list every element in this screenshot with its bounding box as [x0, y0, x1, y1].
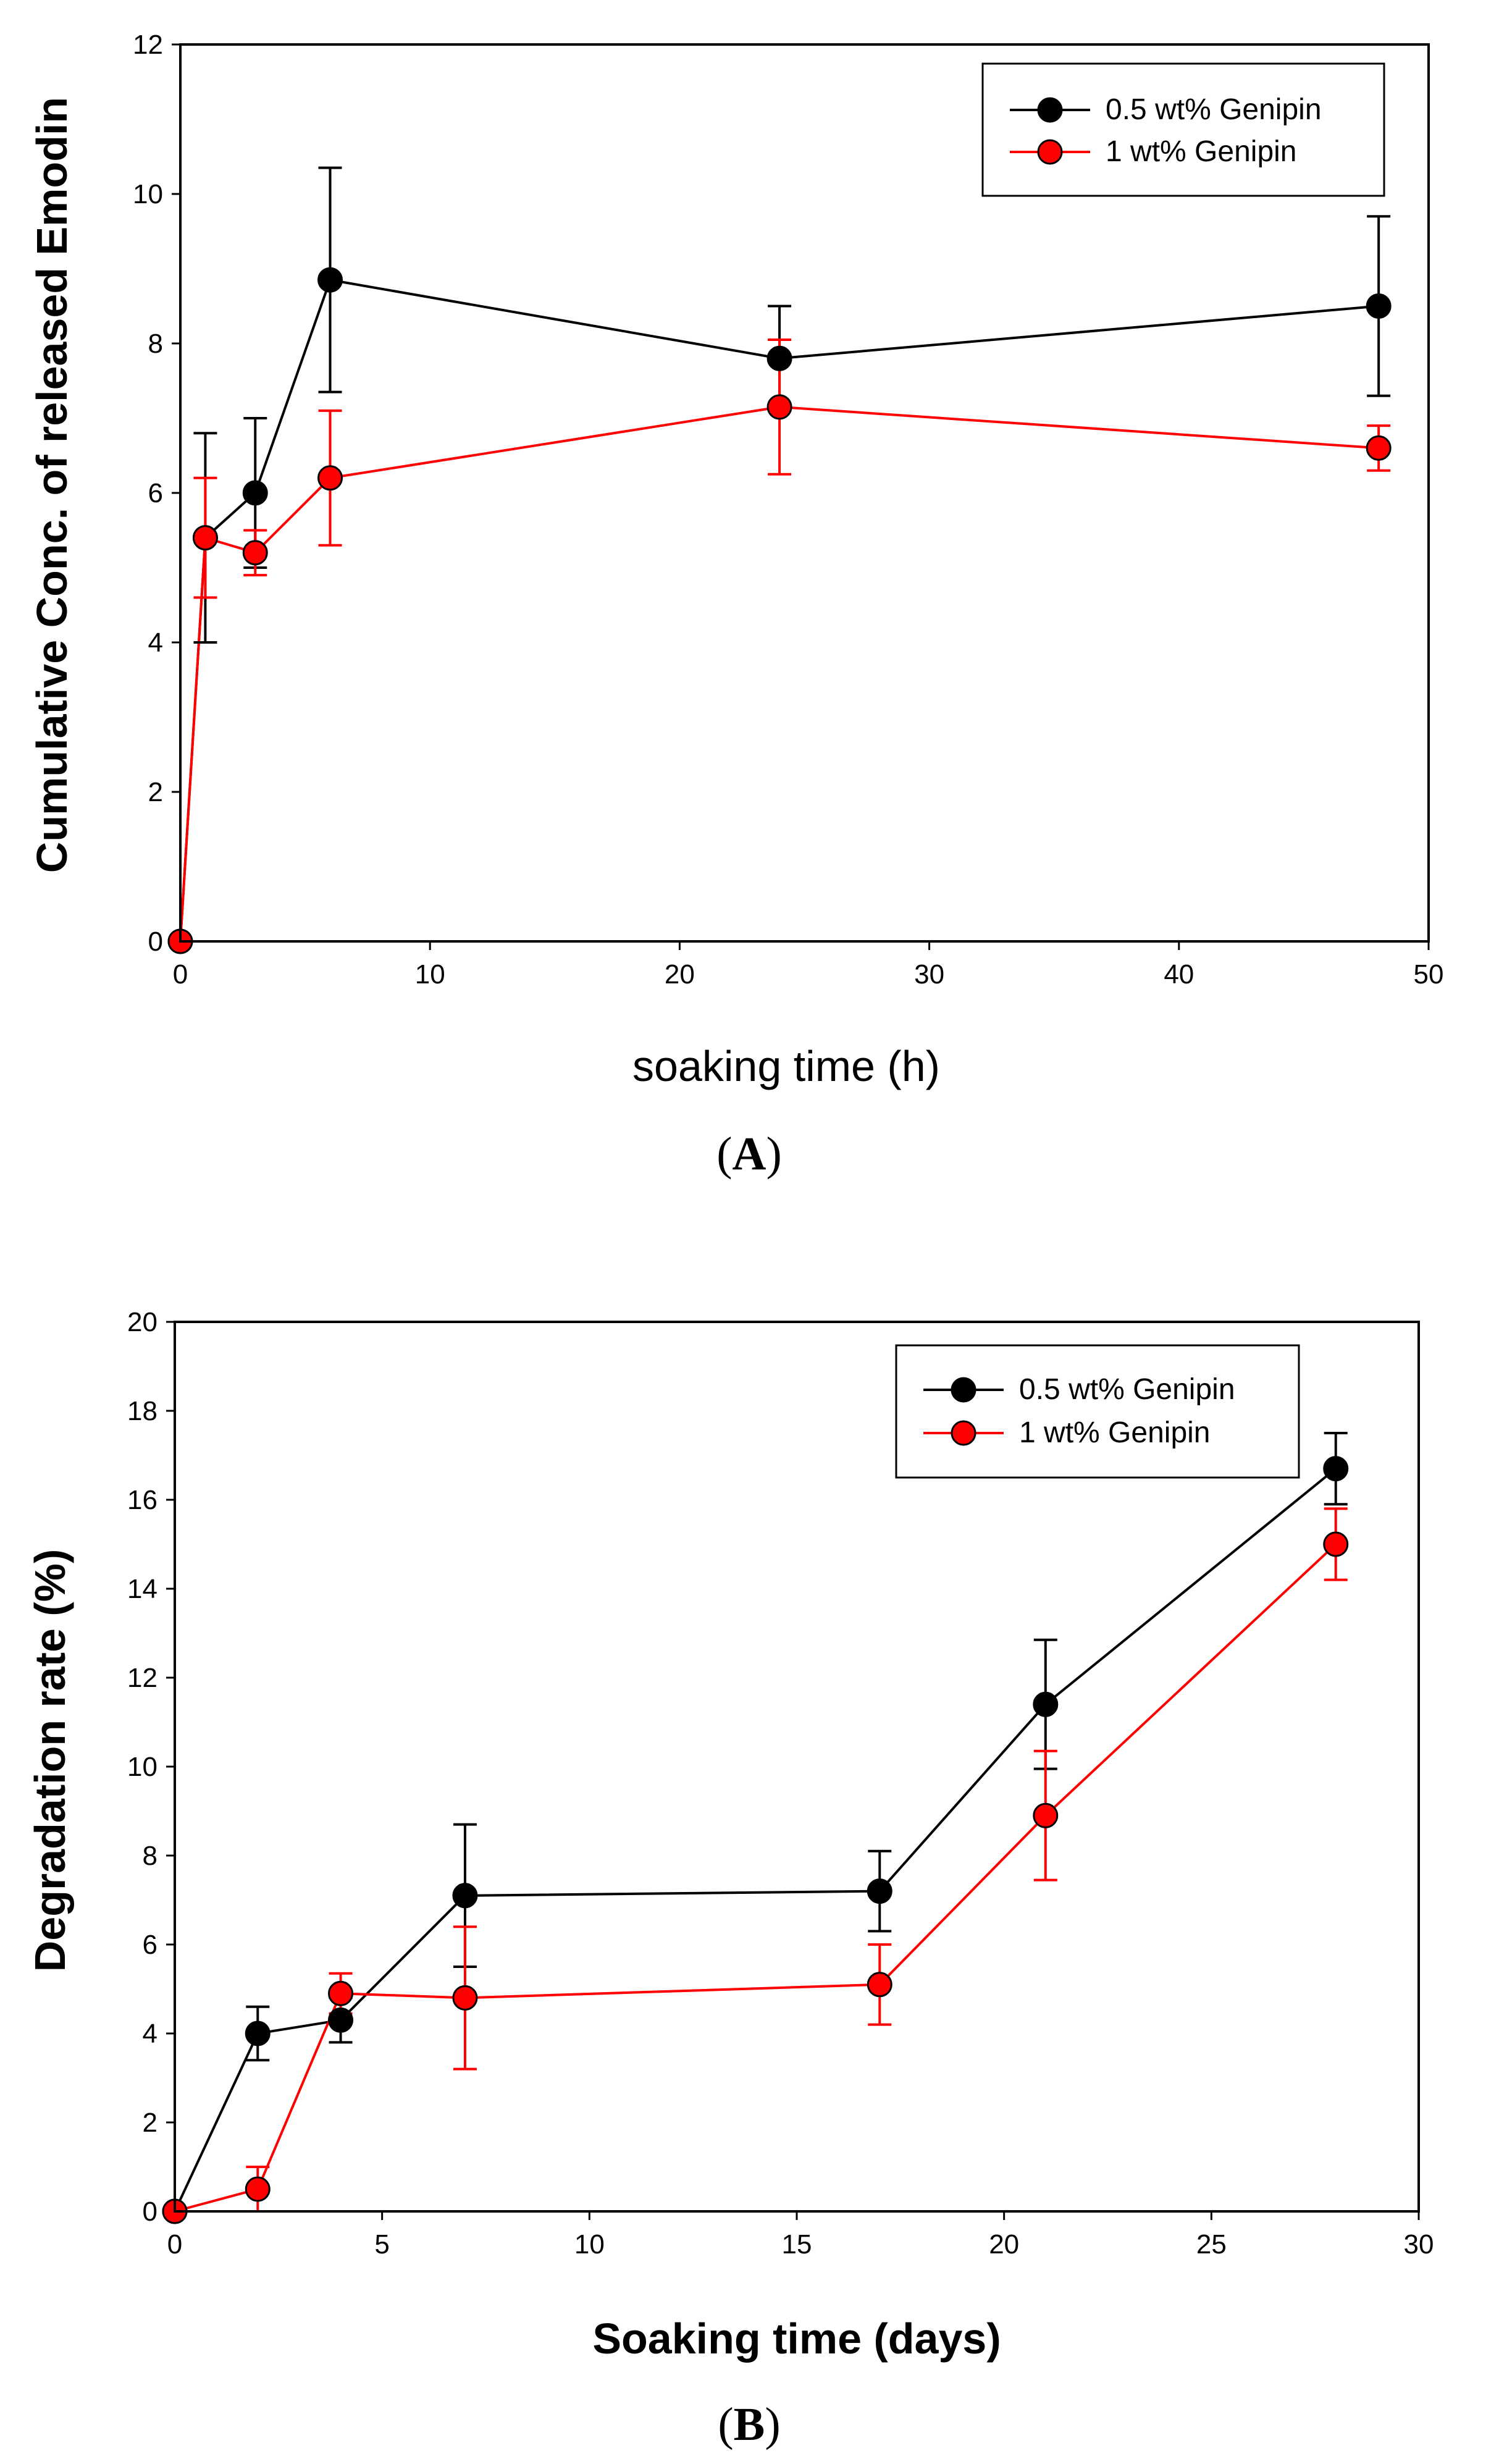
- panel-b-x-tick-label: 0: [167, 2229, 182, 2260]
- panel-b-caption: (B): [718, 2399, 780, 2450]
- panel-b-ylabel: Degradation rate (%): [26, 1549, 74, 1972]
- panel-b-x-tick-label: 10: [574, 2229, 605, 2260]
- panel-b-y-tick-label: 16: [127, 1485, 157, 1515]
- panel-a-y-tick-label: 2: [148, 777, 163, 807]
- panel-b-y-tick-label: 8: [143, 1841, 157, 1871]
- panel-a-caption: (A): [716, 1128, 782, 1180]
- panel-b-data-point: [867, 1972, 892, 1998]
- panel-b-y-tick-label: 12: [127, 1663, 157, 1693]
- panel-b-data-point: [452, 1985, 478, 2011]
- panel-a-data-point: [766, 345, 792, 371]
- panel-a-y-tick-label: 10: [133, 179, 163, 209]
- panel-b-legend-label-red: 1 wt% Genipin: [1019, 1416, 1211, 1449]
- panel-a-legend-marker-black: [1037, 97, 1063, 123]
- panel-b-y-tick-label: 10: [127, 1752, 157, 1782]
- panel-a-xlabel: soaking time (h): [632, 1042, 940, 1090]
- panel-a-data-point: [1366, 435, 1392, 461]
- panel-b-y-tick-label: 2: [143, 2108, 157, 2138]
- panel-a-legend-label-black: 0.5 wt% Genipin: [1106, 93, 1322, 126]
- panel-b-y-tick-label: 4: [143, 2019, 157, 2049]
- panel-a-data-point: [766, 394, 792, 420]
- panel-a-series-lines: [179, 278, 1379, 942]
- panel-b-y-tick-label: 14: [127, 1574, 157, 1604]
- panel-a-y-tick-label: 4: [148, 628, 163, 658]
- panel-a-grid-ticks: 0 10 20 30 40 50 0 2 4 6 8 10 12: [133, 30, 1443, 990]
- panel-a-y-tick-label: 6: [148, 478, 163, 508]
- panel-a-data-point: [317, 465, 343, 491]
- panel-b-y-tick-label: 18: [127, 1396, 157, 1426]
- panel-b-data-point: [867, 1878, 892, 1904]
- panel-a-y-tick-label: 12: [133, 30, 163, 60]
- panel-b-legend-marker-black: [951, 1377, 976, 1403]
- panel-b-legend-box: [895, 1344, 1300, 1479]
- panel-b-y-tick-label: 20: [127, 1307, 157, 1337]
- panel-b-x-tick-label: 15: [782, 2229, 812, 2260]
- panel-b-x-tick-label: 5: [374, 2229, 389, 2260]
- panel-a-chart: 0 10 20 30 40 50 0 2 4 6 8 10 12 Cumulative Conc. of…: [28, 30, 1443, 1180]
- panel-b-y-tick-label: 6: [143, 1930, 157, 1960]
- panel-a-x-tick-label: 20: [665, 959, 695, 990]
- panel-a-data-point: [317, 267, 343, 293]
- panel-b-data-point: [245, 2176, 271, 2202]
- panel-a-legend: 0.5 wt% Genipin 1 wt% Genipin: [981, 62, 1385, 197]
- panel-a-x-tick-label: 40: [1164, 959, 1194, 990]
- panel-b-data-point: [1033, 1691, 1059, 1717]
- panel-b-data-points: [162, 1456, 1349, 2224]
- panel-b-y-tick-label: 0: [143, 2197, 157, 2227]
- panel-b-chart: 0 5 10 15 20 25 30 0 2 4 6 8 10 12 14 16 18 20 Degradatio…: [26, 1307, 1434, 2450]
- panel-b-data-point: [1033, 1802, 1059, 1828]
- panel-b-grid-ticks: 0 5 10 15 20 25 30 0 2 4 6 8 10 12 14 16 18 20: [127, 1307, 1434, 2260]
- panel-b-data-point: [245, 2020, 271, 2046]
- panel-b-x-tick-label: 25: [1196, 2229, 1227, 2260]
- panel-a-legend-marker-red: [1037, 139, 1063, 165]
- panel-a-data-point: [1366, 293, 1392, 319]
- panel-b-plot-frame: [174, 1321, 1420, 2213]
- panel-a-x-tick-label: 10: [415, 959, 445, 990]
- panel-a-ylabel: Cumulative Conc. of released Emodin: [28, 97, 76, 873]
- panel-b-data-point: [328, 1980, 354, 2006]
- panel-a-x-tick-label: 50: [1414, 959, 1444, 990]
- panel-a-data-point: [192, 525, 218, 551]
- panel-a-y-tick-label: 8: [148, 329, 163, 359]
- panel-b-data-point: [1323, 1531, 1349, 1557]
- panel-b-legend-marker-red: [951, 1420, 976, 1446]
- panel-b-x-tick-label: 30: [1404, 2229, 1434, 2260]
- panel-b-data-point: [452, 1883, 478, 1909]
- panel-a-legend-box: [981, 62, 1385, 197]
- panel-b-legend-label-black: 0.5 wt% Genipin: [1019, 1373, 1235, 1406]
- panel-a-plot-frame: [179, 43, 1430, 943]
- panel-a-x-tick-label: 0: [173, 959, 188, 990]
- panel-b-data-point: [328, 2007, 354, 2033]
- panel-a-x-tick-label: 30: [914, 959, 944, 990]
- panel-a-legend-label-red: 1 wt% Genipin: [1106, 135, 1297, 168]
- panel-a-data-point: [242, 480, 268, 506]
- panel-a-series-line-1: [179, 405, 1379, 942]
- panel-b-legend: 0.5 wt% Genipin 1 wt% Genipin: [895, 1344, 1300, 1479]
- panel-b-x-tick-label: 20: [989, 2229, 1019, 2260]
- panel-b-data-point: [1323, 1456, 1349, 1482]
- panel-b-xlabel: Soaking time (days): [592, 2315, 1001, 2363]
- panel-a-y-tick-label: 0: [148, 927, 163, 957]
- panel-a-data-point: [242, 540, 268, 566]
